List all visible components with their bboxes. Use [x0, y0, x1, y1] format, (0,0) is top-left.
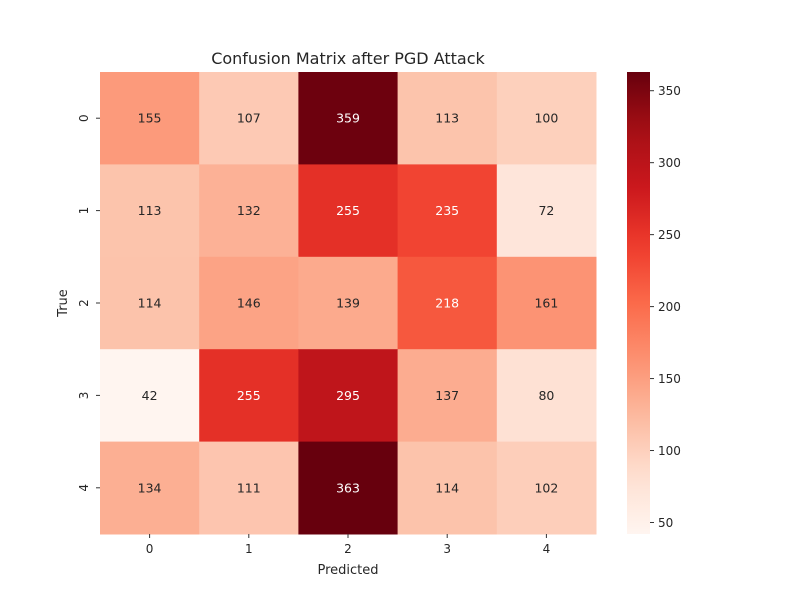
cell-value-label: 102 — [534, 480, 558, 495]
colorbar-tick-label: 50 — [658, 516, 673, 530]
cell-value-label: 137 — [435, 388, 459, 403]
heatmap-cell — [199, 349, 299, 443]
y-axis-label: True — [56, 289, 71, 318]
heatmap-cell — [397, 164, 498, 258]
heatmap-cell — [298, 72, 399, 165]
heatmap-cell — [100, 72, 200, 165]
heatmap-cell — [496, 164, 597, 258]
x-axis: 0 1 2 3 4 — [146, 534, 550, 556]
chart-title: Confusion Matrix after PGD Attack — [211, 49, 485, 68]
heatmap-cell — [199, 164, 299, 258]
cell-value-label: 161 — [534, 296, 558, 311]
colorbar-tick-label: 100 — [658, 444, 681, 458]
heatmap-cell — [298, 441, 399, 535]
colorbar-tick-label: 250 — [658, 228, 681, 242]
cell-value-label: 113 — [138, 203, 162, 218]
heatmap-cell — [397, 72, 498, 165]
heatmap-cell — [100, 164, 200, 258]
heatmap-cell — [100, 441, 200, 535]
cell-value-label: 255 — [336, 203, 360, 218]
y-tick-label: 4 — [77, 484, 91, 492]
heatmap-cell — [397, 441, 498, 535]
cell-value-label: 255 — [237, 388, 261, 403]
x-tick-label: 1 — [245, 542, 253, 556]
heatmap-cell — [199, 72, 299, 165]
x-tick-label: 4 — [543, 542, 551, 556]
x-tick-label: 0 — [146, 542, 154, 556]
colorbar-tick-label: 300 — [658, 156, 681, 170]
y-axis: 0 1 2 3 4 — [77, 114, 100, 492]
x-axis-label: Predicted — [317, 563, 378, 578]
cell-value-label: 111 — [237, 480, 261, 495]
heatmap-cell — [199, 256, 299, 350]
cell-value-label: 132 — [237, 203, 261, 218]
heatmap-cell — [496, 256, 597, 350]
cell-value-label: 295 — [336, 388, 360, 403]
heatmap-cell — [496, 349, 597, 443]
cell-value-label: 42 — [142, 388, 158, 403]
cell-value-label: 218 — [435, 296, 459, 311]
y-tick-label: 1 — [77, 207, 91, 215]
heatmap-cell — [100, 256, 200, 350]
cell-value-label: 72 — [538, 203, 554, 218]
cell-value-label: 146 — [237, 296, 261, 311]
heatmap-cell — [397, 349, 498, 443]
colorbar-tick-label: 150 — [658, 372, 681, 386]
cell-value-label: 155 — [138, 111, 162, 126]
y-tick-label: 3 — [77, 392, 91, 400]
cell-value-label: 107 — [237, 111, 261, 126]
colorbar-tick-label: 200 — [658, 300, 681, 314]
heatmap-cell — [496, 72, 597, 165]
colorbar-gradient — [627, 72, 650, 534]
cell-value-label: 139 — [336, 296, 360, 311]
cell-value-label: 114 — [138, 296, 162, 311]
colorbar: 50 100 150 200 250 300 350 — [627, 72, 681, 534]
heatmap-cell — [298, 349, 399, 443]
cell-value-label: 80 — [538, 388, 554, 403]
cell-value-label: 114 — [435, 480, 459, 495]
cell-value-label: 100 — [534, 111, 558, 126]
x-tick-label: 3 — [443, 542, 451, 556]
heatmap-cell — [100, 349, 200, 443]
cell-value-label: 359 — [336, 111, 360, 126]
heatmap-cell — [496, 441, 597, 535]
heatmap-cell — [397, 256, 498, 350]
x-tick-label: 2 — [344, 542, 352, 556]
cell-value-label: 113 — [435, 111, 459, 126]
y-tick-label: 2 — [77, 299, 91, 307]
cell-value-label: 235 — [435, 203, 459, 218]
cell-value-label: 363 — [336, 480, 360, 495]
colorbar-tick-label: 350 — [658, 84, 681, 98]
heatmap-cell — [298, 164, 399, 258]
y-tick-label: 0 — [77, 114, 91, 122]
cell-value-label: 134 — [138, 480, 162, 495]
heatmap-cell — [199, 441, 299, 535]
heatmap-cell — [298, 256, 399, 350]
heatmap-grid: 155 107 359 113 100 113 132 255 235 72 114 146 139 21… — [100, 72, 597, 535]
